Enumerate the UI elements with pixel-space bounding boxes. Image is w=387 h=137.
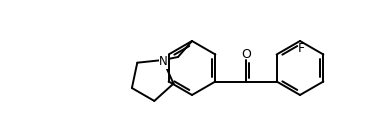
- Text: O: O: [241, 48, 251, 61]
- Text: N: N: [159, 55, 168, 68]
- Text: N: N: [159, 55, 167, 68]
- Text: F: F: [298, 42, 305, 55]
